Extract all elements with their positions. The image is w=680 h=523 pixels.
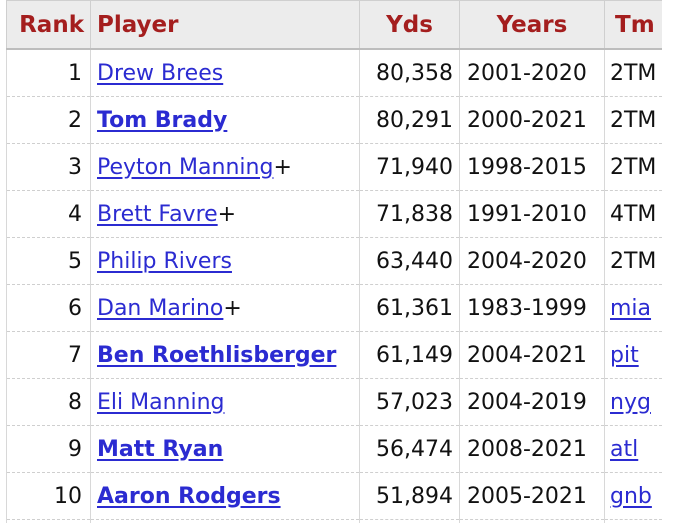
years-cell: 2005-2021 — [459, 472, 605, 520]
header-row: Rank Player Yds Years Tm — [6, 0, 662, 50]
rank-cell: 2 — [6, 96, 91, 144]
yards-cell: 63,440 — [359, 237, 460, 285]
rank-cell: 9 — [6, 425, 91, 473]
rank-cell: 5 — [6, 237, 91, 285]
table-row: 1 Drew Brees 80,358 2001-2020 2TM — [6, 49, 662, 97]
table-row: 7 Ben Roethlisberger 61,149 2004-2021 pit — [6, 331, 662, 379]
player-cell: Aaron Rodgers — [90, 472, 360, 520]
column-header-player[interactable]: Player — [90, 0, 360, 50]
team-link[interactable]: atl — [610, 436, 639, 462]
empty-cell — [459, 519, 605, 523]
hall-of-fame-marker: + — [273, 154, 292, 180]
player-link[interactable]: Drew Brees — [97, 60, 224, 86]
team-cell: atl — [604, 425, 662, 473]
rank-cell: 10 — [6, 472, 91, 520]
team-cell: mia — [604, 284, 662, 332]
yards-cell: 51,894 — [359, 472, 460, 520]
years-cell: 2000-2021 — [459, 96, 605, 144]
team-cell: nyg — [604, 378, 662, 426]
team-cell: 4TM — [604, 190, 662, 238]
yards-cell: 71,940 — [359, 143, 460, 191]
table-row: 9 Matt Ryan 56,474 2008-2021 atl — [6, 425, 662, 473]
player-link[interactable]: Peyton Manning — [97, 154, 274, 180]
player-cell: Matt Ryan — [90, 425, 360, 473]
player-link[interactable]: Philip Rivers — [97, 248, 232, 274]
table-row: 8 Eli Manning 57,023 2004-2019 nyg — [6, 378, 662, 426]
hall-of-fame-marker: + — [223, 295, 242, 321]
team-cell: 2TM — [604, 96, 662, 144]
player-link[interactable]: Matt Ryan — [97, 436, 224, 462]
player-link[interactable]: Eli Manning — [97, 389, 225, 415]
years-cell: 2004-2019 — [459, 378, 605, 426]
team-link[interactable]: pit — [610, 342, 639, 368]
years-cell: 2008-2021 — [459, 425, 605, 473]
empty-cell — [604, 519, 662, 523]
player-cell: Dan Marino+ — [90, 284, 360, 332]
rank-cell: 8 — [6, 378, 91, 426]
player-link[interactable]: Brett Favre — [97, 201, 218, 227]
yards-cell: 80,358 — [359, 49, 460, 97]
yards-cell: 57,023 — [359, 378, 460, 426]
passing-yards-table-container: Rank Player Yds Years Tm 1 Drew Brees 80,3… — [6, 0, 662, 523]
team-cell: 2TM — [604, 143, 662, 191]
empty-cell — [6, 519, 91, 523]
player-cell: Peyton Manning+ — [90, 143, 360, 191]
hall-of-fame-marker: + — [217, 201, 237, 227]
passing-yards-leaders-table: Rank Player Yds Years Tm 1 Drew Brees 80,3… — [6, 0, 662, 523]
table-row: 4 Brett Favre+ 71,838 1991-2010 4TM — [6, 190, 662, 238]
rank-cell: 4 — [6, 190, 91, 238]
player-link[interactable]: Dan Marino — [97, 295, 224, 321]
player-cell: Philip Rivers — [90, 237, 360, 285]
table-row: 5 Philip Rivers 63,440 2004-2020 2TM — [6, 237, 662, 285]
empty-cell — [90, 519, 360, 523]
player-link[interactable]: Tom Brady — [97, 107, 228, 133]
yards-cell: 56,474 — [359, 425, 460, 473]
team-cell: 2TM — [604, 237, 662, 285]
team-link[interactable]: gnb — [610, 483, 652, 509]
team-cell: pit — [604, 331, 662, 379]
yards-cell: 80,291 — [359, 96, 460, 144]
player-cell: Eli Manning — [90, 378, 360, 426]
team-cell: gnb — [604, 472, 662, 520]
player-cell: Tom Brady — [90, 96, 360, 144]
column-header-rank[interactable]: Rank — [6, 0, 91, 50]
yards-cell: 61,149 — [359, 331, 460, 379]
player-cell: Drew Brees — [90, 49, 360, 97]
table-body: 1 Drew Brees 80,358 2001-2020 2TM 2 Tom Brady 8… — [6, 49, 662, 523]
yards-cell: 71,838 — [359, 190, 460, 238]
years-cell: 1983-1999 — [459, 284, 605, 332]
team-link[interactable]: mia — [610, 295, 652, 321]
team-link[interactable]: nyg — [610, 389, 651, 415]
table-row: 6 Dan Marino+ 61,361 1983-1999 mia — [6, 284, 662, 332]
player-link[interactable]: Aaron Rodgers — [97, 483, 281, 509]
table-row: 3 Peyton Manning+ 71,940 1998-2015 2TM — [6, 143, 662, 191]
column-header-tm[interactable]: Tm — [604, 0, 662, 50]
table-row: 10 Aaron Rodgers 51,894 2005-2021 gnb — [6, 472, 662, 520]
table-row-partial — [6, 519, 662, 523]
years-cell: 2001-2020 — [459, 49, 605, 97]
years-cell: 2004-2020 — [459, 237, 605, 285]
rank-cell: 6 — [6, 284, 91, 332]
player-link[interactable]: Ben Roethlisberger — [97, 342, 337, 368]
years-cell: 1998-2015 — [459, 143, 605, 191]
rank-cell: 3 — [6, 143, 91, 191]
table-row: 2 Tom Brady 80,291 2000-2021 2TM — [6, 96, 662, 144]
team-cell: 2TM — [604, 49, 662, 97]
rank-cell: 1 — [6, 49, 91, 97]
player-cell: Brett Favre+ — [90, 190, 360, 238]
empty-cell — [359, 519, 460, 523]
column-header-yds[interactable]: Yds — [359, 0, 460, 50]
table-header: Rank Player Yds Years Tm — [6, 0, 662, 50]
years-cell: 2004-2021 — [459, 331, 605, 379]
column-header-years[interactable]: Years — [459, 0, 605, 50]
rank-cell: 7 — [6, 331, 91, 379]
player-cell: Ben Roethlisberger — [90, 331, 360, 379]
yards-cell: 61,361 — [359, 284, 460, 332]
years-cell: 1991-2010 — [459, 190, 605, 238]
